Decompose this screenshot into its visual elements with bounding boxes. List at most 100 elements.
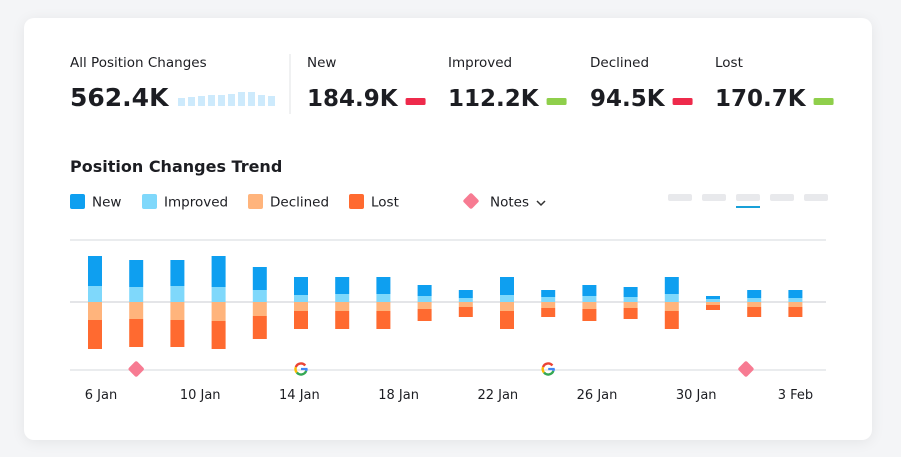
legend-swatch [142,194,157,209]
google-arc [543,370,555,376]
period-selected [736,206,760,208]
bar-segment [129,260,144,287]
bar-segment [129,319,144,347]
note-marker[interactable] [128,361,145,378]
bar-segment [211,321,226,349]
bar-segment [417,285,432,296]
bar-segment [170,260,185,286]
notes-chevron [536,200,546,207]
notes-label[interactable]: Notes [490,195,529,211]
bar-segment [582,285,597,296]
bar-segment [788,307,803,317]
bar-segment [417,296,432,302]
bar-segment [623,308,638,319]
legend-label: Declined [270,195,329,211]
bar-segment [541,290,556,297]
bar-segment [376,311,391,329]
legend-swatch [248,194,263,209]
bar-segment [664,311,679,329]
bar-segment [335,302,350,311]
bar-segment [788,302,803,307]
summary-value: 562.4K [70,83,170,112]
bar-segment [541,308,556,317]
x-tick-label: 18 Jan [378,388,419,403]
legend-label: Improved [164,195,228,211]
bar-segment [252,267,267,290]
bar-segment [541,302,556,308]
sparkline-bar [268,96,275,106]
bar-segment [788,298,803,302]
period-option[interactable] [702,194,726,201]
kpi-value: 112.2K [448,86,540,112]
x-tick-label: 6 Jan [85,388,117,403]
bar-segment [335,311,350,329]
sparkline-bar [258,95,265,106]
bar-segment [88,302,102,320]
sparkline-bar [228,94,235,106]
bar-segment [706,296,720,299]
kpi-indicator [405,98,426,105]
bar-segment [252,302,267,316]
bar-segment [582,296,597,302]
x-tick-label: 22 Jan [477,388,518,403]
legend-swatch [349,194,364,209]
chart-title: Position Changes Trend [70,157,282,176]
google-marker[interactable] [541,362,555,376]
bar-segment [500,277,514,295]
bar-segment [747,302,762,307]
bar-segment [747,290,762,298]
bar-segment [211,302,226,321]
note-marker[interactable] [737,361,754,378]
bar-segment [211,287,226,302]
period-option[interactable] [668,194,692,201]
bar-segment [458,302,473,307]
kpi-value: 184.9K [307,86,399,112]
google-marker[interactable] [294,362,308,376]
kpi-indicator [813,98,834,105]
bar-segment [294,311,308,329]
bar-segment [458,298,473,302]
bar-segment [788,290,803,298]
kpi-label: Improved [448,55,512,71]
summary-label: All Position Changes [70,55,207,71]
kpi-label: New [307,55,336,71]
x-tick-label: 30 Jan [676,388,717,403]
bar-segment [129,287,144,302]
google-arc [294,362,307,368]
bar-segment [500,302,514,311]
google-arc [541,362,554,368]
bar-segment [458,307,473,317]
bar-segment [88,320,102,349]
bar-segment [417,309,432,321]
bar-segment [458,290,473,298]
x-tick-label: 14 Jan [279,388,320,403]
bar-segment [335,277,350,294]
legend-swatch [70,194,85,209]
notes-icon[interactable] [463,193,480,210]
bar-segment [211,256,226,287]
bar-segment [88,256,102,286]
x-tick-label: 10 Jan [180,388,221,403]
bar-segment [252,316,267,339]
kpi-indicator [672,98,693,105]
bar-segment [335,294,350,302]
bar-segment [623,297,638,302]
bar-segment [376,302,391,311]
period-selector[interactable] [668,194,828,208]
bar-segment [129,302,144,319]
bar-segment [500,295,514,302]
bar-segment [294,295,308,302]
kpi-value: 170.7K [715,86,807,112]
period-option[interactable] [736,194,760,201]
bar-segment [664,277,679,294]
period-option[interactable] [804,194,828,201]
bar-segment [582,309,597,321]
sparkline-bar [248,92,255,106]
bar-segment [294,302,308,311]
sparkline-bar [198,96,205,106]
bar-segment [706,302,720,305]
period-option[interactable] [770,194,794,201]
bar-segment [747,307,762,317]
